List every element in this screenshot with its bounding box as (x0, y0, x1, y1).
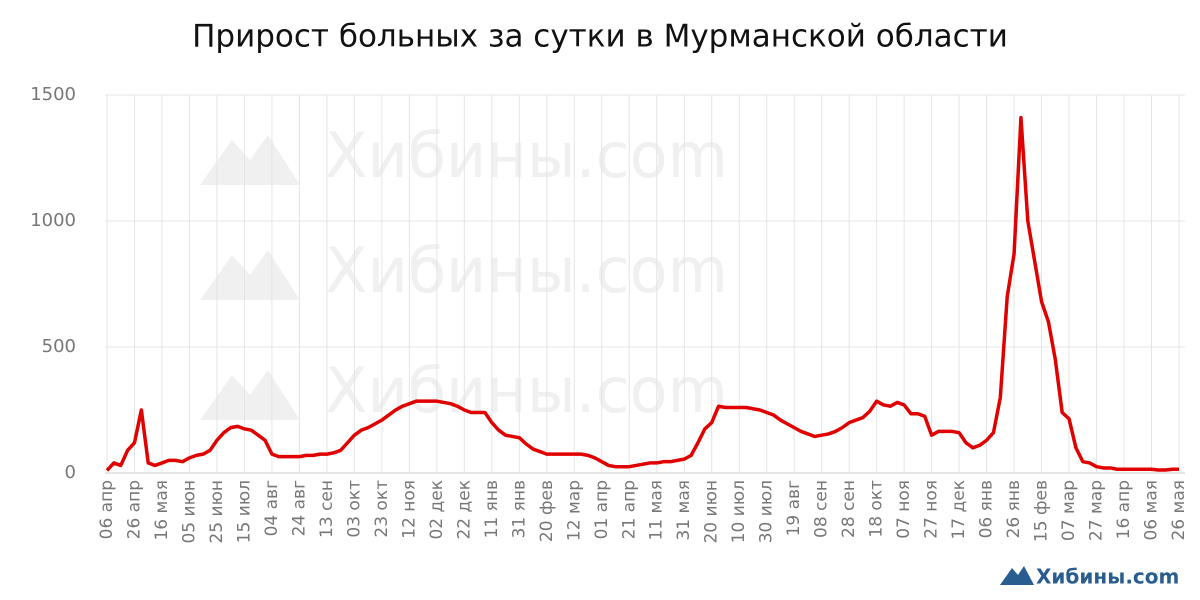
x-tick-label: 06 янв (977, 480, 997, 538)
x-tick-label: 06 мая (1142, 480, 1162, 541)
x-tick-label: 11 мая (647, 480, 667, 541)
watermark-icon (200, 370, 300, 420)
y-tick-label: 500 (42, 336, 76, 357)
watermark: Хибины.com (325, 234, 728, 307)
x-tick-label: 21 апр (619, 480, 639, 539)
x-tick-label: 10 июл (729, 480, 749, 543)
x-tick-label: 27 мар (1087, 480, 1107, 541)
x-tick-label: 04 авг (262, 480, 282, 536)
watermarks: Хибины.com Хибины.com Хибины.com (200, 119, 728, 427)
x-tick-label: 22 дек (454, 480, 474, 540)
x-tick-label: 25 июн (207, 480, 227, 544)
x-tick-label: 16 апр (1114, 480, 1134, 539)
x-tick-label: 24 авг (289, 480, 309, 536)
x-tick-label: 31 янв (509, 480, 529, 538)
x-tick-label: 18 окт (867, 480, 887, 538)
x-tick-label: 19 авг (784, 480, 804, 536)
x-tick-label: 17 дек (949, 480, 969, 540)
x-tick-label: 06 апр (97, 480, 117, 539)
y-tick-label: 1500 (30, 84, 76, 105)
x-tick-label: 08 сен (812, 480, 832, 538)
logo-icon (1000, 566, 1034, 585)
x-tick-label: 07 мар (1059, 480, 1079, 541)
watermark: Хибины.com (325, 119, 728, 192)
watermark-icon (200, 135, 300, 185)
x-tick-label: 03 окт (344, 480, 364, 538)
x-tick-label: 15 фев (1032, 480, 1052, 542)
logo: Хибины.com (1036, 565, 1179, 589)
x-tick-label: 07 ноя (894, 480, 914, 539)
x-tick-label: 27 ноя (922, 480, 942, 539)
x-tick-label: 12 мар (564, 480, 584, 541)
x-tick-label: 02 дек (427, 480, 447, 540)
x-tick-label: 23 окт (372, 480, 392, 538)
x-tick-label: 26 мая (1169, 480, 1189, 541)
plot: 0 500 1000 1500 06 апр 26 апр 16 мая 05 июн 25 и… (30, 84, 1189, 544)
line (105, 115, 1179, 472)
x-tick-label: 26 янв (1004, 480, 1024, 538)
x-tick-label: 05 июн (179, 480, 199, 544)
x-tick-label: 11 янв (482, 480, 502, 538)
x-tick-label: 13 сен (317, 480, 337, 538)
x-tick-label: 20 июн (702, 480, 722, 544)
x-tick-label: 26 апр (124, 480, 144, 539)
y-tick-label: 0 (65, 462, 76, 483)
y-tick-label: 1000 (30, 210, 76, 231)
x-tick-label: 16 мая (152, 480, 172, 541)
x-tick-label: 15 июл (234, 480, 254, 543)
x-tick-label: 31 мая (674, 480, 694, 541)
watermark: Хибины.com (325, 354, 728, 427)
watermark-icon (200, 250, 300, 300)
x-tick-label: 12 ноя (399, 480, 419, 539)
x-tick-label: 01 апр (592, 480, 612, 539)
x-tick-label: 20 фев (537, 480, 557, 542)
x-tick-label: 28 сен (839, 480, 859, 538)
chart-title: Прирост больных за сутки в Мурманской об… (192, 19, 1008, 55)
x-tick-label: 30 июл (757, 480, 777, 543)
